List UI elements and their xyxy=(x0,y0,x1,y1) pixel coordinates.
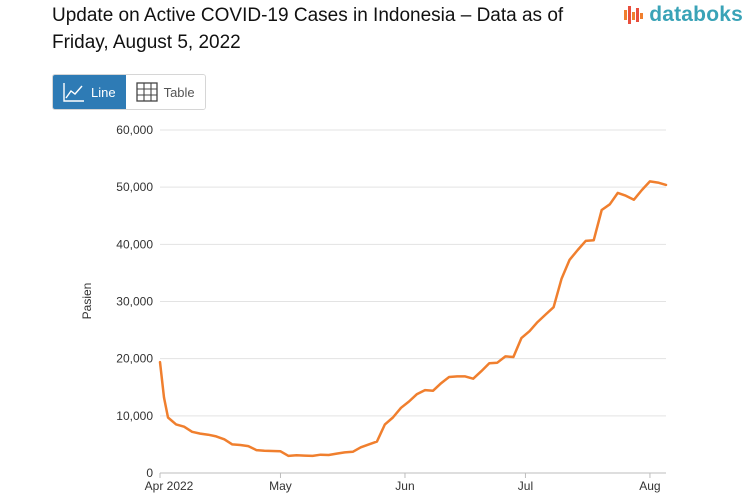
line-view-button[interactable]: Line xyxy=(53,75,126,109)
line-chart-icon xyxy=(63,83,84,102)
x-tick-label: Aug xyxy=(639,479,660,493)
logo-text: databoks xyxy=(649,3,743,26)
y-tick-label: 40,000 xyxy=(116,237,153,251)
y-axis-ticks: 0 10,000 20,000 30,000 40,000 50,000 60,000 xyxy=(116,123,153,480)
table-view-button[interactable]: Table xyxy=(125,75,205,109)
active-cases-line xyxy=(158,180,668,458)
y-tick-label: 60,000 xyxy=(116,123,153,137)
databoks-logo[interactable]: databoks xyxy=(623,3,743,27)
x-tick-label: May xyxy=(269,479,292,493)
x-tick-label: Apr 2022 xyxy=(145,479,194,493)
y-tick-label: 50,000 xyxy=(116,180,153,194)
table-grid-icon xyxy=(135,82,158,102)
gridlines xyxy=(160,129,666,474)
y-tick-label: 30,000 xyxy=(116,295,153,309)
y-tick-label: 20,000 xyxy=(116,352,153,366)
view-toggle: Line Table xyxy=(52,74,206,110)
x-tick-label: Jul xyxy=(518,479,533,493)
y-tick-label: 10,000 xyxy=(116,409,153,423)
line-view-label: Line xyxy=(91,84,116,100)
y-tick-label: 0 xyxy=(146,466,153,480)
x-axis-ticks: Apr 2022 May Jun Jul Aug xyxy=(145,473,661,493)
chart-title: Update on Active COVID-19 Cases in Indon… xyxy=(52,5,564,53)
y-axis-label: Pasien xyxy=(80,283,94,320)
logo-bars-icon xyxy=(624,6,644,24)
table-view-label: Table xyxy=(163,84,195,100)
x-tick-label: Jun xyxy=(395,479,414,493)
